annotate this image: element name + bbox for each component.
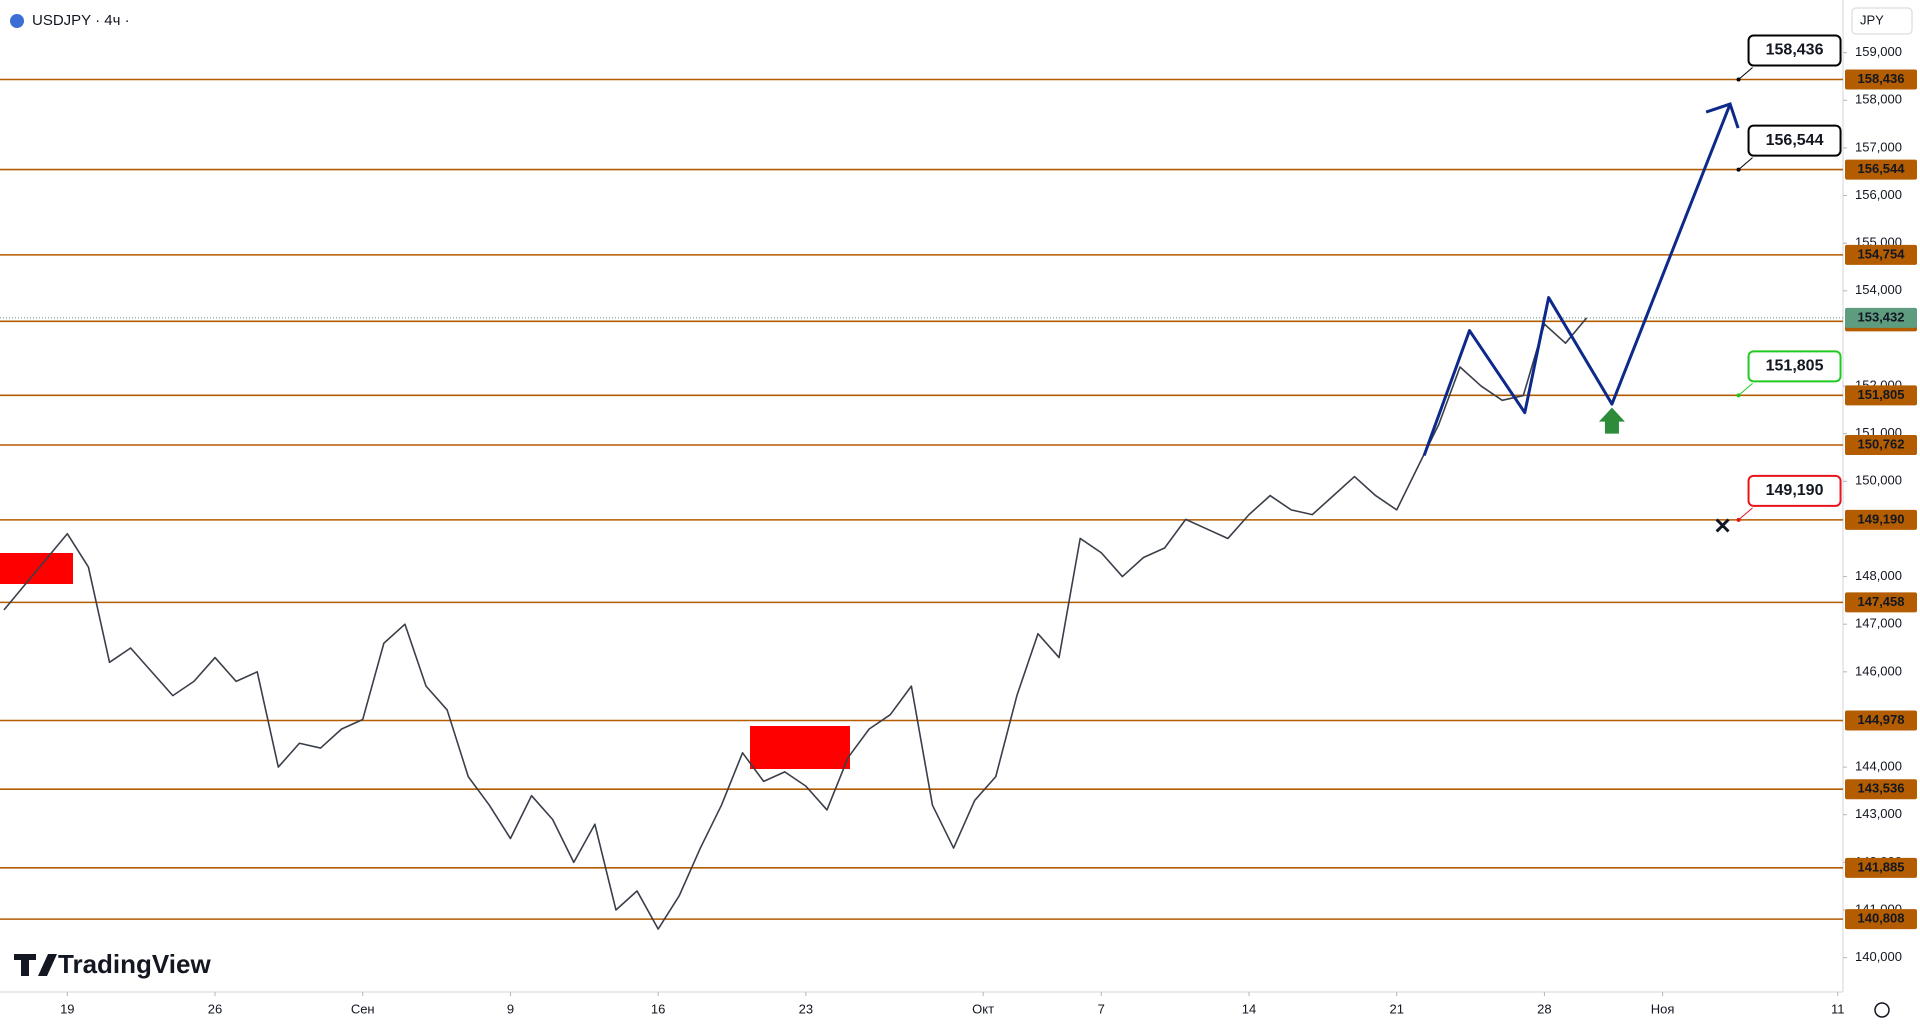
callout-box (1747, 124, 1842, 157)
y-tick-label: 146,000 (1855, 663, 1902, 678)
level-label-bg (1845, 509, 1917, 530)
level-label-bg (1845, 857, 1917, 878)
x-tick-label: 26 (208, 1001, 222, 1016)
currency-button[interactable] (1851, 7, 1913, 35)
level-label-bg (1845, 779, 1917, 800)
level-label: 149,190 (1858, 511, 1905, 526)
last-price-bg (1845, 307, 1917, 328)
settings-icon[interactable] (1874, 1002, 1890, 1018)
x-tick-label: 11 (1831, 1001, 1845, 1016)
callout-label: 158,436 (1766, 42, 1824, 59)
currency[interactable]: JPY (1860, 12, 1884, 27)
y-tick-label: 143,000 (1855, 806, 1902, 821)
x-tick-label: 9 (507, 1001, 514, 1016)
callout-box (1747, 474, 1842, 507)
x-tick-label: Сен (351, 1001, 375, 1016)
level-label: 143,536 (1858, 781, 1905, 796)
level-label-bg (1845, 159, 1917, 180)
level-label-bg (1845, 592, 1917, 613)
series-line (3, 317, 1588, 930)
level-label: 150,762 (1858, 436, 1905, 451)
level-label-bg (1845, 69, 1917, 90)
x-tick-label: 23 (799, 1001, 813, 1016)
y-tick-label: 144,000 (1855, 759, 1902, 774)
y-tick-label: 159,000 (1855, 44, 1902, 59)
callout-label: 156,544 (1766, 132, 1824, 149)
logo (14, 954, 57, 976)
callout-stem (1738, 157, 1753, 170)
level-label-bg (1845, 385, 1917, 406)
symbol-title: USDJPY · 4ч · (32, 12, 130, 29)
y-tick-label: 148,000 (1855, 568, 1902, 583)
x-tick-label: Окт (972, 1001, 994, 1016)
callout-stem (1738, 382, 1753, 396)
x-tick-label: 19 (60, 1001, 74, 1016)
level-label: 141,885 (1858, 859, 1905, 874)
series-line (1422, 103, 1732, 457)
x-tick-label: Ноя (1651, 1001, 1675, 1016)
level-label-bg (1845, 435, 1917, 456)
level-label: 144,978 (1858, 712, 1905, 727)
callout-label: 151,805 (1766, 358, 1824, 375)
level-label: 156,544 (1858, 161, 1906, 176)
arrowhead (1705, 102, 1740, 129)
last-price-label: 153,432 (1858, 309, 1905, 324)
stop-marker: ✕ (1713, 514, 1731, 539)
y-tick-label: 150,000 (1855, 473, 1902, 488)
supply-zone (750, 726, 850, 769)
x-tick-label: 21 (1389, 1001, 1403, 1016)
callout-stem (1738, 67, 1753, 80)
callout-box (1747, 350, 1842, 383)
x-tick-label: 16 (651, 1001, 665, 1016)
level-label-bg (1845, 909, 1917, 930)
level-label: 151,805 (1858, 387, 1905, 402)
y-tick-label: 154,000 (1855, 282, 1902, 297)
y-tick-label: 147,000 (1855, 616, 1902, 631)
y-tick-label: 140,000 (1855, 949, 1902, 964)
long-arrow (1598, 407, 1625, 434)
callout-label: 149,190 (1766, 482, 1824, 499)
watermark: TradingView (58, 949, 211, 979)
level-label: 147,458 (1858, 594, 1905, 609)
supply-zone (0, 553, 73, 584)
x-tick-label: 14 (1242, 1001, 1256, 1016)
callout-box (1747, 34, 1842, 67)
callout-stem (1738, 507, 1753, 521)
level-label: 154,754 (1858, 246, 1906, 261)
level-label: 140,808 (1858, 911, 1905, 926)
x-tick-label: 7 (1098, 1001, 1105, 1016)
level-label-bg (1845, 244, 1917, 265)
level-label: 158,436 (1858, 71, 1905, 86)
y-tick-label: 158,000 (1855, 92, 1902, 107)
level-label-bg (1845, 710, 1917, 731)
symbol-flag (10, 14, 24, 28)
y-tick-label: 157,000 (1855, 139, 1902, 154)
y-tick-label: 156,000 (1855, 187, 1902, 202)
x-tick-label: 28 (1537, 1001, 1551, 1016)
